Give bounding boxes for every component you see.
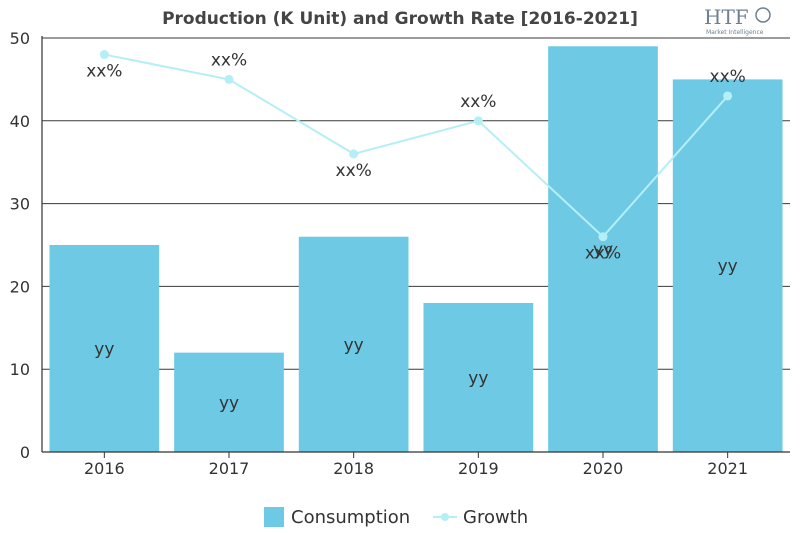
- bar-value-label: yy: [468, 368, 488, 388]
- growth-value-label: xx%: [710, 67, 746, 87]
- logo-tagline: Market Intelligence: [706, 29, 764, 36]
- bar-series: [49, 46, 783, 453]
- growth-value-label: xx%: [86, 62, 122, 82]
- htf-logo: HTF Market Intelligence: [704, 5, 771, 36]
- bar-2017: [174, 352, 284, 452]
- growth-value-label: xx%: [211, 50, 247, 70]
- growth-point-2021: [723, 91, 733, 101]
- x-tick-label: 2019: [458, 459, 499, 478]
- logo-mark: HTF: [704, 5, 749, 29]
- growth-value-label: xx%: [585, 244, 621, 264]
- legend-consumption-swatch: [264, 507, 284, 527]
- bar-2016: [49, 245, 160, 452]
- bar-2019: [423, 302, 534, 452]
- bar-2018: [298, 236, 409, 452]
- line-series: [99, 50, 733, 242]
- legend-growth-marker: [441, 513, 449, 521]
- legend: Consumption Growth: [264, 507, 528, 528]
- growth-point-2019: [473, 116, 483, 126]
- bar-value-label: yy: [344, 335, 364, 355]
- growth-value-label: xx%: [460, 92, 496, 112]
- y-tick-label: 40: [10, 112, 30, 131]
- y-tick-label: 30: [10, 195, 30, 214]
- growth-point-2020: [598, 232, 608, 242]
- growth-point-2018: [349, 149, 359, 159]
- x-tick-label: 2018: [333, 459, 374, 478]
- chart-title: Production (K Unit) and Growth Rate [201…: [162, 9, 638, 29]
- logo-globe-icon: [755, 7, 771, 23]
- axes: 0 10 20 30 40 50 2016 2017 2018 2019 2020 2021: [10, 29, 790, 478]
- growth-point-2017: [224, 74, 234, 84]
- bar-2020: [548, 46, 658, 452]
- growth-point-2016: [99, 50, 109, 60]
- y-tick-label: 0: [20, 443, 30, 462]
- x-tick-label: 2017: [209, 459, 250, 478]
- y-tick-label: 50: [10, 29, 30, 48]
- bar-value-label: yy: [593, 240, 613, 260]
- x-tick-label: 2021: [707, 459, 748, 478]
- legend-growth-label: Growth: [463, 507, 528, 528]
- bar-value-label: yy: [94, 340, 114, 360]
- growth-value-label: xx%: [336, 161, 372, 181]
- bar-value-label: yy: [219, 393, 239, 413]
- bar-value-label: yy: [718, 257, 738, 277]
- growth-line: [104, 53, 729, 239]
- legend-consumption-label: Consumption: [291, 507, 410, 528]
- x-tick-label: 2020: [583, 459, 624, 478]
- x-tick-label: 2016: [84, 459, 125, 478]
- y-tick-label: 10: [10, 360, 30, 379]
- bar-2021: [672, 79, 783, 453]
- y-tick-label: 20: [10, 277, 30, 296]
